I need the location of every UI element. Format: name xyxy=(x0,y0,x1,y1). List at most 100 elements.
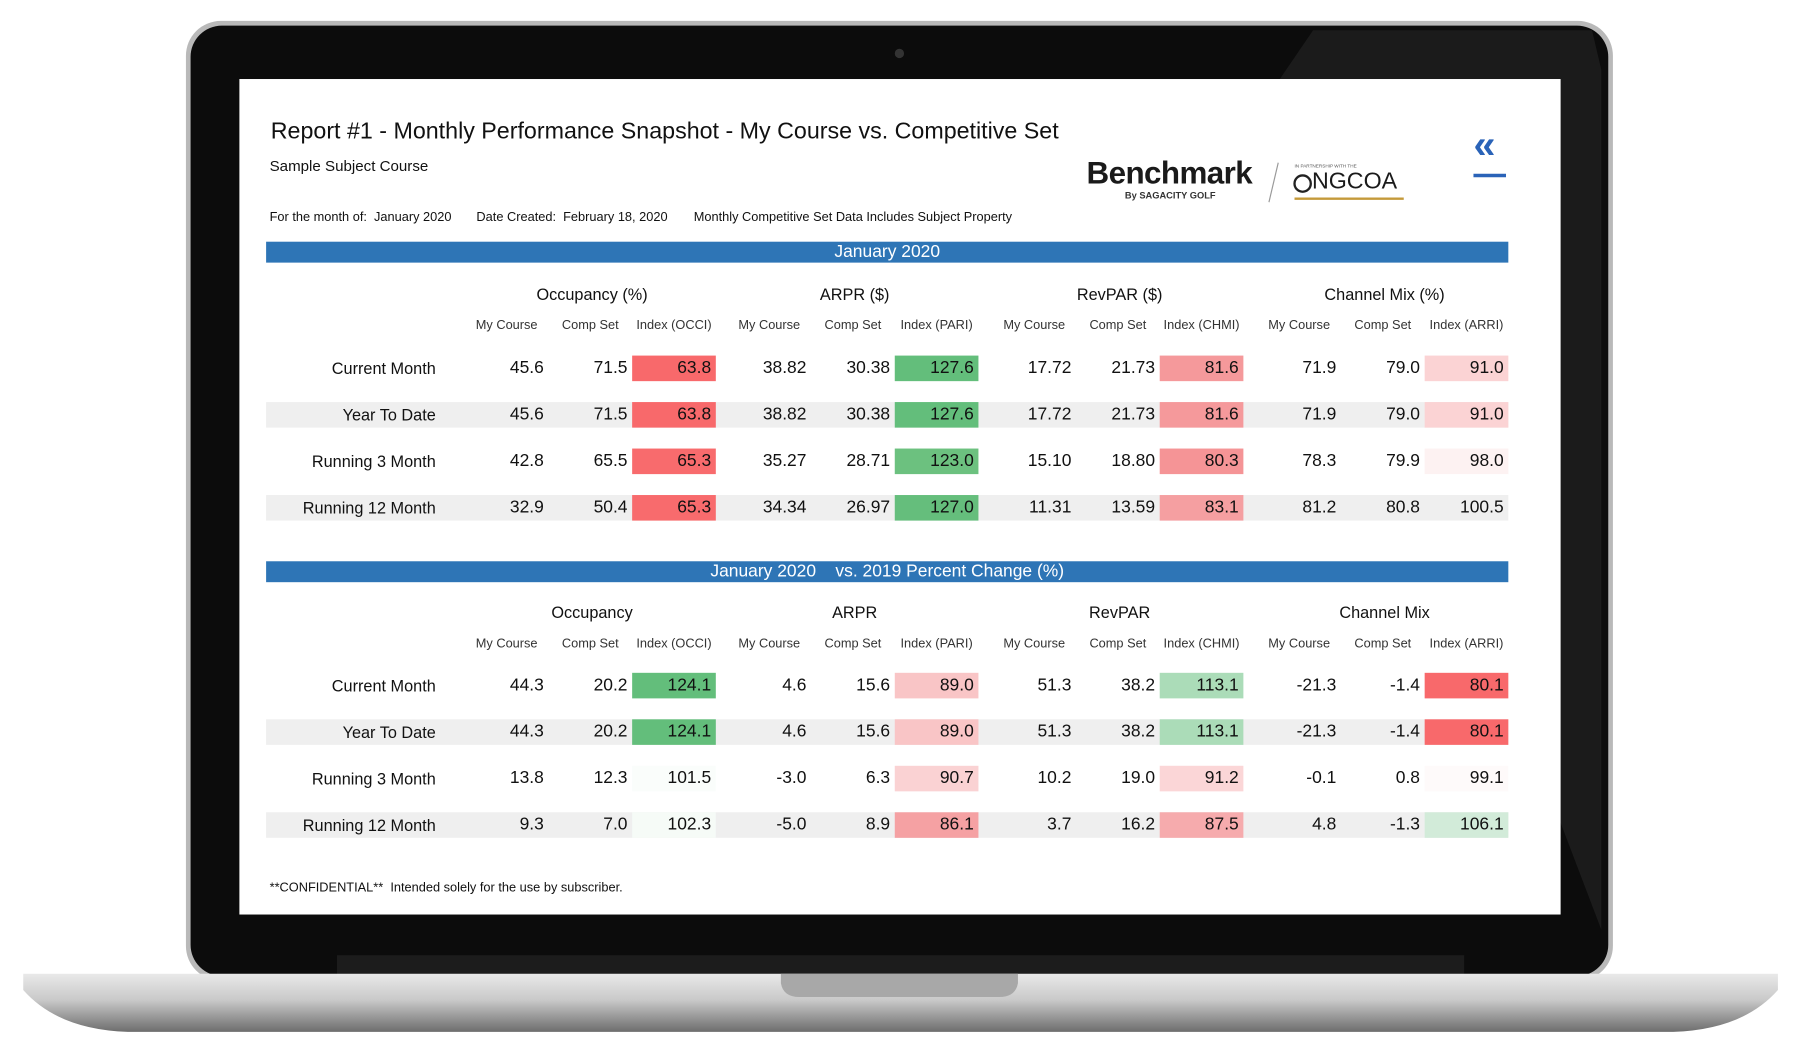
value-cell: 26.97 xyxy=(846,497,891,518)
value-cell: 38.82 xyxy=(762,404,807,425)
index-cell: 101.5 xyxy=(632,765,716,792)
column-header: My Course xyxy=(738,636,801,651)
value-cell: 15.6 xyxy=(856,721,891,742)
value-cell: 8.9 xyxy=(865,814,891,835)
index-cell: 65.3 xyxy=(632,495,716,521)
logo-partner: NGCOA xyxy=(1311,168,1398,195)
value-cell: 13.8 xyxy=(509,768,544,788)
index-cell: 80.3 xyxy=(1159,448,1244,475)
report-title: Report #1 - Monthly Performance Snapshot… xyxy=(270,118,1059,145)
index-cell: 83.1 xyxy=(1159,495,1244,521)
column-header: My Course xyxy=(475,636,538,651)
value-cell: 42.8 xyxy=(509,450,544,471)
index-cell: 124.1 xyxy=(632,719,716,745)
column-header: Index (OCCI) xyxy=(636,318,712,333)
column-header: Comp Set xyxy=(561,636,619,651)
value-cell: -21.3 xyxy=(1296,675,1337,695)
value-cell: 13.59 xyxy=(1111,497,1156,518)
meta: Date Created: February 18, 2020 xyxy=(476,210,668,225)
value-cell: 71.9 xyxy=(1302,404,1337,425)
ngcoa-emblem xyxy=(1293,174,1312,193)
column-header: My Course xyxy=(475,318,538,333)
value-cell: -0.1 xyxy=(1306,768,1337,788)
group-header: RevPAR ($) xyxy=(1076,284,1163,304)
value-cell: 30.38 xyxy=(846,404,891,425)
row-label: Running 12 Month xyxy=(302,498,436,518)
index-cell: 80.1 xyxy=(1424,719,1509,745)
footer-note: **CONFIDENTIAL** Intended solely for the… xyxy=(269,880,623,895)
value-cell: 10.2 xyxy=(1037,768,1072,788)
row-label: Running 3 Month xyxy=(311,769,436,788)
row-label: Year To Date xyxy=(342,405,436,425)
index-cell: 91.0 xyxy=(1424,402,1509,428)
section-banner: January 2020 xyxy=(266,241,1509,263)
row-label: Current Month xyxy=(331,676,436,695)
value-cell: 35.27 xyxy=(762,450,807,471)
value-cell: 44.3 xyxy=(509,721,544,742)
index-cell: 127.6 xyxy=(894,402,979,428)
value-cell: 19.0 xyxy=(1121,768,1156,788)
hinge xyxy=(336,955,1465,974)
column-header: Comp Set xyxy=(1354,318,1412,333)
laptop-base xyxy=(23,973,1778,1032)
index-cell: 91.2 xyxy=(1159,765,1244,792)
value-cell: 4.6 xyxy=(782,675,807,695)
value-cell: 18.80 xyxy=(1111,450,1156,471)
index-cell: 127.0 xyxy=(894,495,979,521)
value-cell: 15.6 xyxy=(856,675,891,695)
row-band xyxy=(266,402,1509,428)
index-cell: 63.8 xyxy=(632,402,716,428)
value-cell: 38.2 xyxy=(1121,675,1156,695)
value-cell: 15.10 xyxy=(1027,450,1072,471)
value-cell: 38.82 xyxy=(762,357,807,378)
value-cell: 50.4 xyxy=(593,497,628,518)
column-header: Comp Set xyxy=(1089,318,1147,333)
value-cell: 79.0 xyxy=(1386,404,1421,425)
index-cell: 81.6 xyxy=(1159,402,1244,428)
column-header: My Course xyxy=(1268,636,1331,651)
row-band xyxy=(266,495,1509,521)
index-cell: 102.3 xyxy=(632,812,716,838)
group-header: Occupancy (%) xyxy=(536,284,648,304)
index-cell: 98.0 xyxy=(1424,448,1509,475)
value-cell: 44.3 xyxy=(509,675,544,695)
value-cell: 20.2 xyxy=(593,675,628,695)
value-cell: 32.9 xyxy=(509,497,544,518)
value-cell: 0.8 xyxy=(1395,768,1421,788)
group-header: Channel Mix xyxy=(1339,603,1430,622)
group-header: RevPAR xyxy=(1089,603,1151,622)
value-cell: 51.3 xyxy=(1037,675,1072,695)
column-header: Index (CHMI) xyxy=(1163,318,1240,333)
value-cell: 6.3 xyxy=(865,768,891,788)
index-cell: 90.7 xyxy=(894,765,979,792)
value-cell: 79.0 xyxy=(1386,357,1421,378)
column-header: My Course xyxy=(1003,636,1066,651)
nav-collapse-icon[interactable]: « xyxy=(1473,123,1496,168)
value-cell: 17.72 xyxy=(1027,357,1072,378)
value-cell: 78.3 xyxy=(1302,450,1337,471)
value-cell: 7.0 xyxy=(603,814,628,835)
row-label: Running 3 Month xyxy=(311,452,436,471)
index-cell: 65.3 xyxy=(632,448,716,475)
column-header: Comp Set xyxy=(1354,636,1412,651)
value-cell: -21.3 xyxy=(1296,721,1337,742)
column-header: My Course xyxy=(1268,318,1331,333)
value-cell: 30.38 xyxy=(846,357,891,378)
value-cell: 79.9 xyxy=(1386,450,1421,471)
value-cell: 45.6 xyxy=(509,404,544,425)
value-cell: 38.2 xyxy=(1121,721,1156,742)
logo-divider xyxy=(1268,162,1279,203)
value-cell: -5.0 xyxy=(776,814,807,835)
row-label: Current Month xyxy=(331,359,436,378)
value-cell: 45.6 xyxy=(509,357,544,378)
column-header: Comp Set xyxy=(561,318,619,333)
index-cell: 81.6 xyxy=(1159,355,1244,382)
group-header: Occupancy xyxy=(551,603,633,622)
column-header: Comp Set xyxy=(824,636,882,651)
group-header: ARPR ($) xyxy=(819,284,890,304)
index-cell: 91.0 xyxy=(1424,355,1509,382)
value-cell: 21.73 xyxy=(1111,357,1156,378)
group-header: ARPR xyxy=(832,603,878,622)
column-header: Index (ARRI) xyxy=(1429,318,1504,333)
